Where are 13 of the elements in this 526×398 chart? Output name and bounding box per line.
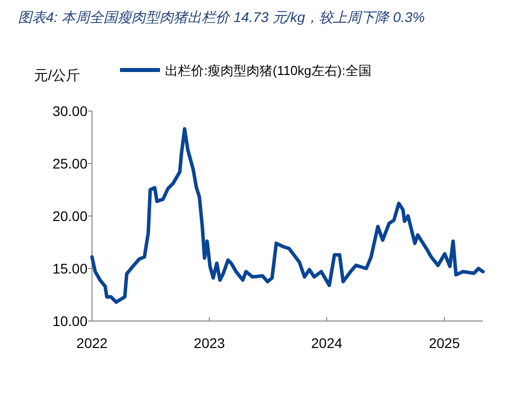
chart-title: 图表4: 本周全国瘦肉型肉猪出栏价 14.73 元/kg，较上周下降 0.3% (18, 9, 425, 25)
y-axis-title: 元/公斤 (34, 67, 80, 83)
y-tick-label: 10.00 (52, 313, 88, 329)
y-tick-label: 15.00 (52, 260, 88, 276)
x-tick-label: 2025 (428, 335, 460, 351)
y-tick-label: 25.00 (52, 156, 88, 172)
y-tick-label: 30.00 (52, 103, 88, 119)
line-series (90, 127, 485, 304)
x-tick-label: 2023 (194, 335, 226, 351)
x-tick-label: 2024 (311, 335, 343, 351)
x-tick-label: 2022 (76, 335, 108, 351)
y-tick-label: 20.00 (52, 208, 88, 224)
legend-label: 出栏价:瘦肉型肉猪(110kg左右):全国 (165, 63, 372, 78)
